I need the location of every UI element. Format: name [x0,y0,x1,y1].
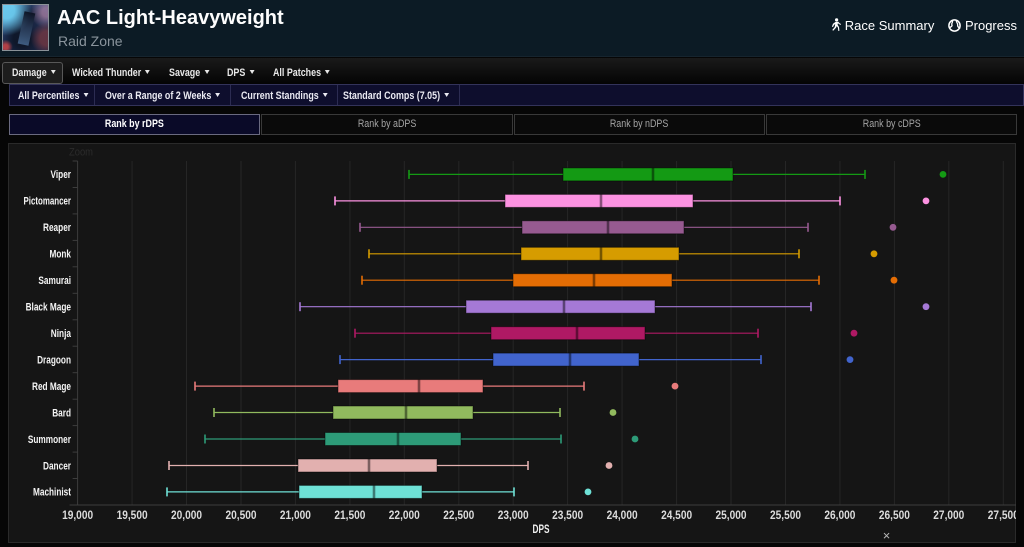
svg-text:27,000: 27,000 [933,510,964,522]
svg-text:26,000: 26,000 [824,510,855,522]
svg-text:23,500: 23,500 [552,510,583,522]
svg-text:Black Mage: Black Mage [26,302,71,314]
svg-text:25,000: 25,000 [716,510,747,522]
svg-text:Ninja: Ninja [51,328,72,340]
svg-text:27,500: 27,500 [988,510,1016,522]
svg-text:19,500: 19,500 [117,510,148,522]
svg-text:25,500: 25,500 [770,510,801,522]
svg-text:Red Mage: Red Mage [32,381,71,393]
svg-text:Reaper: Reaper [43,222,72,234]
svg-text:21,000: 21,000 [280,510,311,522]
svg-text:22,500: 22,500 [443,510,474,522]
svg-text:21,500: 21,500 [334,510,365,522]
svg-text:26,500: 26,500 [879,510,910,522]
svg-text:20,500: 20,500 [226,510,257,522]
svg-text:Bard: Bard [52,407,71,419]
svg-text:Zoom: Zoom [69,147,93,159]
svg-text:DPS: DPS [533,524,550,536]
svg-text:Pictomancer: Pictomancer [24,196,72,208]
svg-text:24,500: 24,500 [661,510,692,522]
svg-text:23,000: 23,000 [498,510,529,522]
svg-text:Dragoon: Dragoon [37,354,71,366]
svg-text:Monk: Monk [50,249,72,261]
svg-text:19,000: 19,000 [62,510,93,522]
svg-text:Viper: Viper [51,169,72,181]
svg-text:×: × [883,528,891,542]
svg-text:20,000: 20,000 [171,510,202,522]
svg-text:Dancer: Dancer [43,460,72,472]
svg-text:22,000: 22,000 [389,510,420,522]
svg-text:Machinist: Machinist [33,487,71,499]
svg-text:Summoner: Summoner [28,434,72,446]
svg-text:24,000: 24,000 [607,510,638,522]
svg-text:Samurai: Samurai [38,275,71,287]
